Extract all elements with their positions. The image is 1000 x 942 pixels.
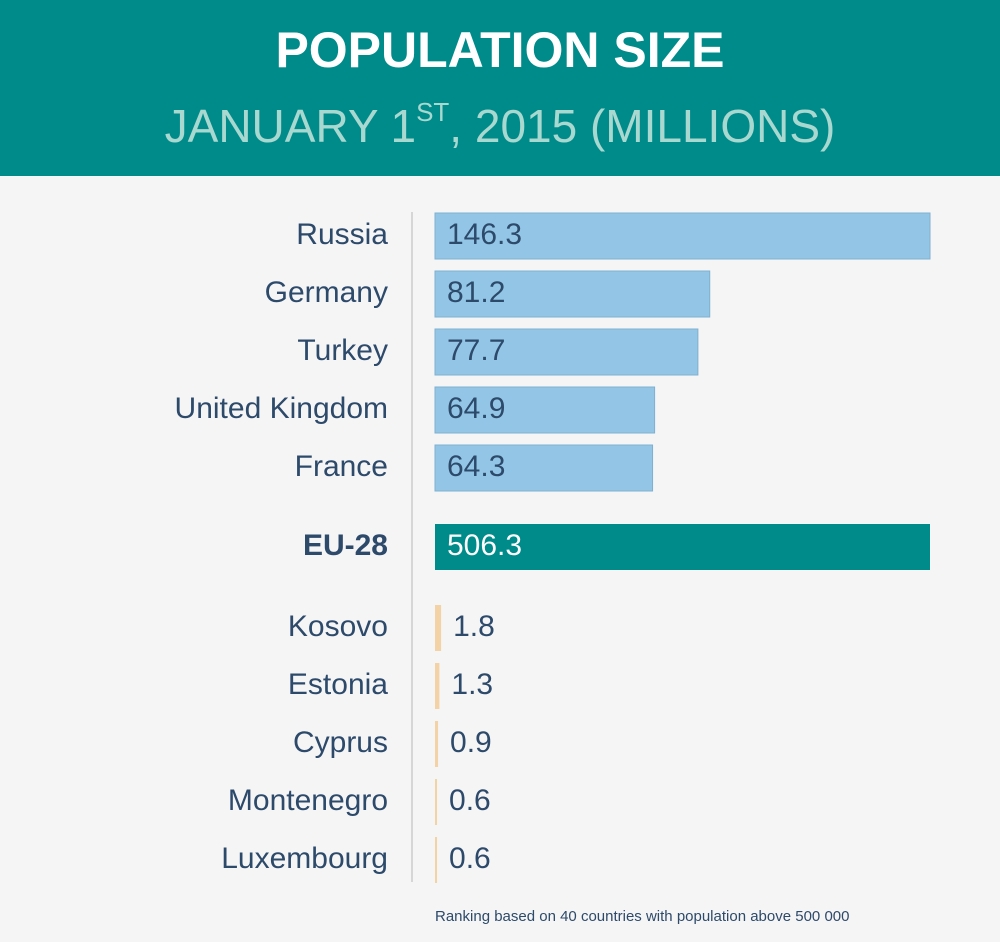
subtitle-text: , 2015 (MILLIONS): [449, 100, 835, 152]
bar: [434, 270, 711, 318]
category-label: Montenegro: [228, 784, 388, 817]
value-label: 0.6: [449, 842, 491, 875]
bar: [435, 721, 439, 767]
subtitle-text: JANUARY 1: [165, 100, 416, 152]
bar: [435, 837, 438, 883]
bar: [434, 212, 931, 260]
category-label: Kosovo: [288, 610, 388, 643]
value-label: 1.3: [451, 668, 493, 701]
bar: [435, 524, 930, 570]
value-label: 81.2: [447, 276, 505, 309]
value-label: 0.9: [450, 726, 492, 759]
value-label: 146.3: [447, 218, 522, 251]
value-label: 64.3: [447, 450, 505, 483]
category-label: Turkey: [297, 334, 388, 367]
bar: [434, 386, 656, 434]
category-label: United Kingdom: [175, 392, 388, 425]
category-label: Cyprus: [293, 726, 388, 759]
footnote: Ranking based on 40 countries with popul…: [435, 908, 849, 925]
category-label: France: [295, 450, 388, 483]
value-label: 0.6: [449, 784, 491, 817]
bar: [435, 605, 442, 651]
bar: [434, 328, 699, 376]
category-label: Russia: [296, 218, 388, 251]
category-label: Estonia: [288, 668, 388, 701]
bar: [434, 444, 654, 492]
category-label: EU-28: [303, 529, 388, 562]
category-label: Germany: [265, 276, 388, 309]
bar: [435, 779, 438, 825]
category-label: Luxembourg: [221, 842, 388, 875]
subtitle-superscript: ST: [416, 97, 449, 127]
value-label: 1.8: [453, 610, 495, 643]
chart-subtitle: JANUARY 1ST, 2015 (MILLIONS): [165, 97, 836, 152]
chart-title: POPULATION SIZE: [275, 22, 724, 78]
value-label: 506.3: [447, 529, 522, 562]
header: [0, 0, 1000, 176]
bar: [435, 663, 440, 709]
value-label: 64.9: [447, 392, 505, 425]
value-label: 77.7: [447, 334, 505, 367]
